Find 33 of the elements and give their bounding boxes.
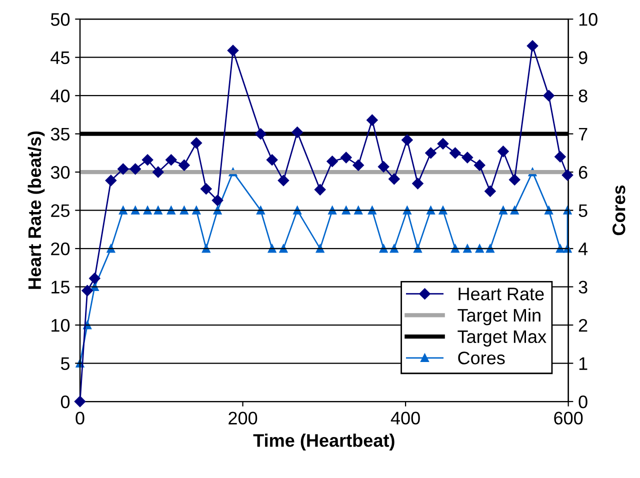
y-tick-label: 45 [50, 51, 70, 64]
y2-tick-label: 8 [578, 90, 588, 102]
y-tick-label: 35 [50, 128, 70, 141]
y2-tick-label: 10 [579, 13, 598, 26]
y2-tick-label: 0 [578, 395, 588, 408]
y-tick-label: 50 [50, 13, 70, 26]
y-tick-label: 20 [51, 242, 70, 256]
x-tick-label: 600 [554, 412, 583, 425]
legend-label: Heart Rate [458, 288, 544, 300]
y-tick-label: 40 [50, 90, 70, 102]
y-axis-title: Heart Rate (beat/s) [28, 131, 45, 289]
y2-tick-label: 2 [578, 318, 588, 332]
y2-tick-label: 4 [578, 242, 588, 256]
y-tick-label: 10 [52, 318, 70, 332]
x-axis-title: Time (Heartbeat) [253, 434, 394, 450]
y2-tick-label: 1 [579, 357, 588, 370]
x-tick-label: 400 [390, 412, 420, 425]
y2-tick-label: 6 [578, 166, 588, 179]
y2-tick-label: 3 [578, 280, 588, 294]
y2-tick-label: 5 [578, 204, 588, 218]
legend-label: Target Min [458, 308, 540, 326]
y2-tick-label: 7 [578, 128, 588, 140]
y-tick-label: 15 [52, 280, 70, 294]
y-tick-label: 25 [51, 204, 70, 218]
legend-label: Cores [458, 352, 505, 364]
y2-axis-title: Cores [612, 185, 626, 236]
y2-tick-label: 9 [578, 51, 588, 64]
y-tick-label: 0 [60, 395, 70, 408]
x-tick-label: 200 [228, 412, 258, 425]
y-tick-label: 5 [60, 357, 70, 370]
y-tick-label: 30 [50, 166, 70, 179]
legend-label: Target Max [458, 330, 546, 347]
x-tick-label: 0 [76, 412, 84, 425]
